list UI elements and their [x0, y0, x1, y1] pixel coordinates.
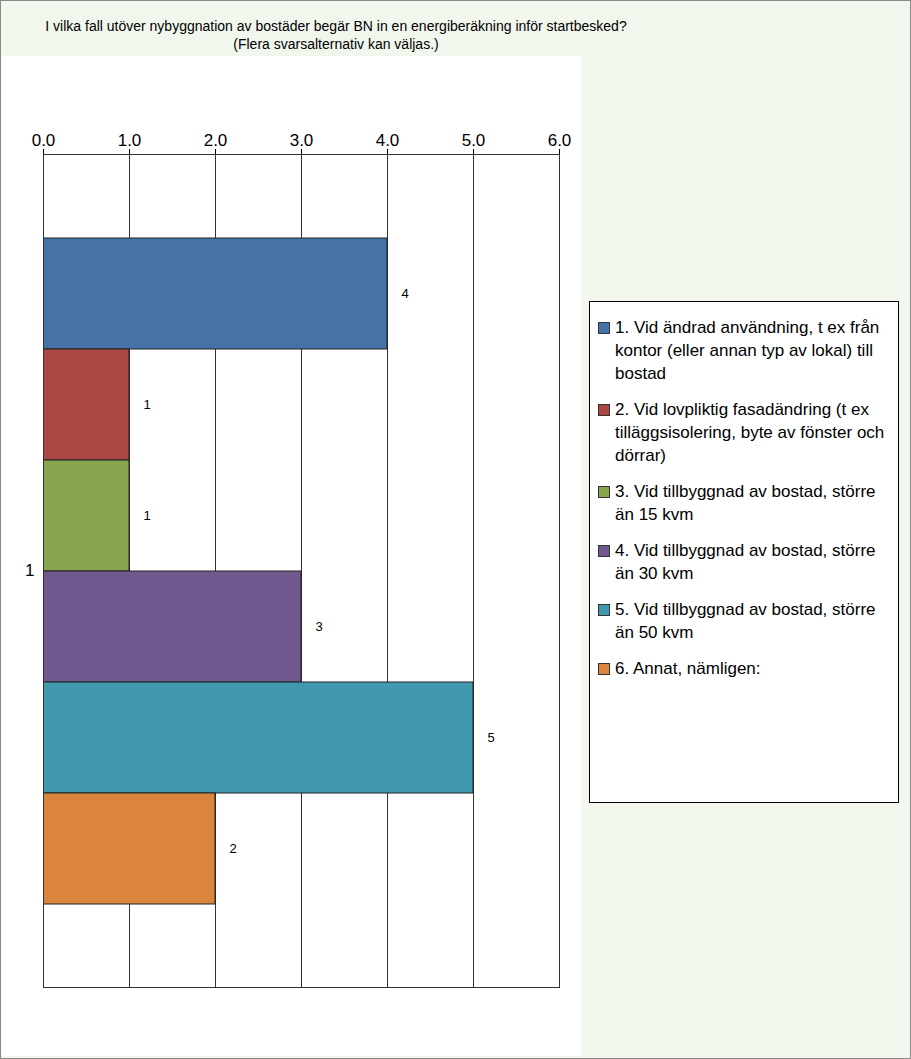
svg-text:1.0: 1.0 — [118, 131, 142, 150]
svg-text:3.0: 3.0 — [290, 131, 314, 150]
svg-text:4.0: 4.0 — [376, 131, 400, 150]
html-text:4. Vid tillbyggnad av bostad,: 4. Vid tillbyggnad av bostad, större än … — [615, 541, 876, 583]
svg-text:1: 1 — [144, 397, 151, 412]
svg-text:3: 3 — [316, 619, 323, 634]
svg-text:0.0: 0.0 — [32, 131, 56, 150]
svg-text:5: 5 — [488, 730, 495, 745]
svg-text:6.0: 6.0 — [548, 131, 572, 150]
html-text:I vilka fall utöver nybyggnati: I vilka fall utöver nybyggnation av bost… — [45, 18, 627, 34]
svg-text:2: 2 — [230, 841, 237, 856]
svg-text:1: 1 — [144, 508, 151, 523]
html-text:5. Vid tillbyggnad av bostad,: 5. Vid tillbyggnad av bostad, större än … — [615, 600, 876, 642]
svg-text:4: 4 — [402, 286, 409, 301]
html-text:3. Vid tillbyggnad av bostad,: 3. Vid tillbyggnad av bostad, större än … — [615, 482, 876, 524]
svg-text:2.0: 2.0 — [204, 131, 228, 150]
html-text:1. Vid ändrad användning, t ex: 1. Vid ändrad användning, t ex från kont… — [615, 318, 880, 383]
html-text:6. Annat, nämligen:: 6. Annat, nämligen: — [615, 659, 761, 678]
html-text:(Flera svarsalternativ kan väl: (Flera svarsalternativ kan väljas.) — [233, 36, 439, 52]
svg-text:5.0: 5.0 — [462, 131, 486, 150]
svg-text:1: 1 — [25, 561, 34, 580]
html-text:2. Vid lovpliktig fasadändring: 2. Vid lovpliktig fasadändring (t ex til… — [615, 400, 885, 465]
